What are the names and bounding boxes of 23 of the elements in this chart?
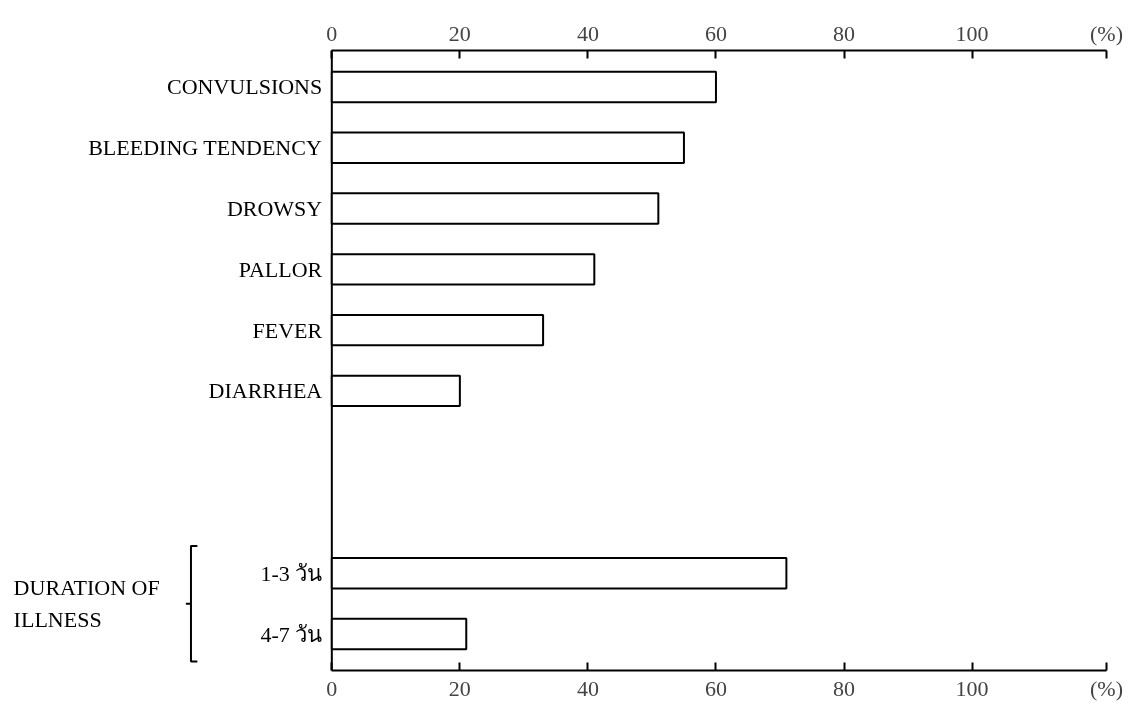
x-axis-title: (%) <box>1090 675 1123 701</box>
y-tick-label: BLEEDING TENDENCY <box>88 135 322 161</box>
x-tick-label: 60 <box>704 20 727 46</box>
y-tick-label: CONVULSIONS <box>166 74 323 100</box>
y-tick-label: PALLOR <box>238 256 323 282</box>
x-tick-label: 0 <box>326 20 338 46</box>
x2-axis-title: (%) <box>1090 20 1123 46</box>
x2-tick-label: 40 <box>576 675 599 701</box>
y-tick-label: 1-3 วัน <box>260 560 323 586</box>
x-tick-label: 40 <box>576 20 599 46</box>
x2-tick-label: 80 <box>833 675 855 701</box>
x-tick-label: 100 <box>955 20 989 46</box>
y-tick-label: DIARRHEA <box>208 378 323 404</box>
y-tick-label: DROWSY <box>226 196 323 222</box>
x2-tick-label: 100 <box>955 675 989 701</box>
y-tick-label: FEVER <box>252 317 323 343</box>
x2-tick-label: 60 <box>704 675 727 701</box>
text: DURATION OF ILLNESS <box>13 574 160 633</box>
x-tick-label: 80 <box>833 20 855 46</box>
y-tick-label: 4-7 วัน <box>260 621 323 647</box>
x-tick-label: 20 <box>448 20 471 46</box>
x2-tick-label: 0 <box>326 675 338 701</box>
x2-tick-label: 20 <box>448 675 471 701</box>
